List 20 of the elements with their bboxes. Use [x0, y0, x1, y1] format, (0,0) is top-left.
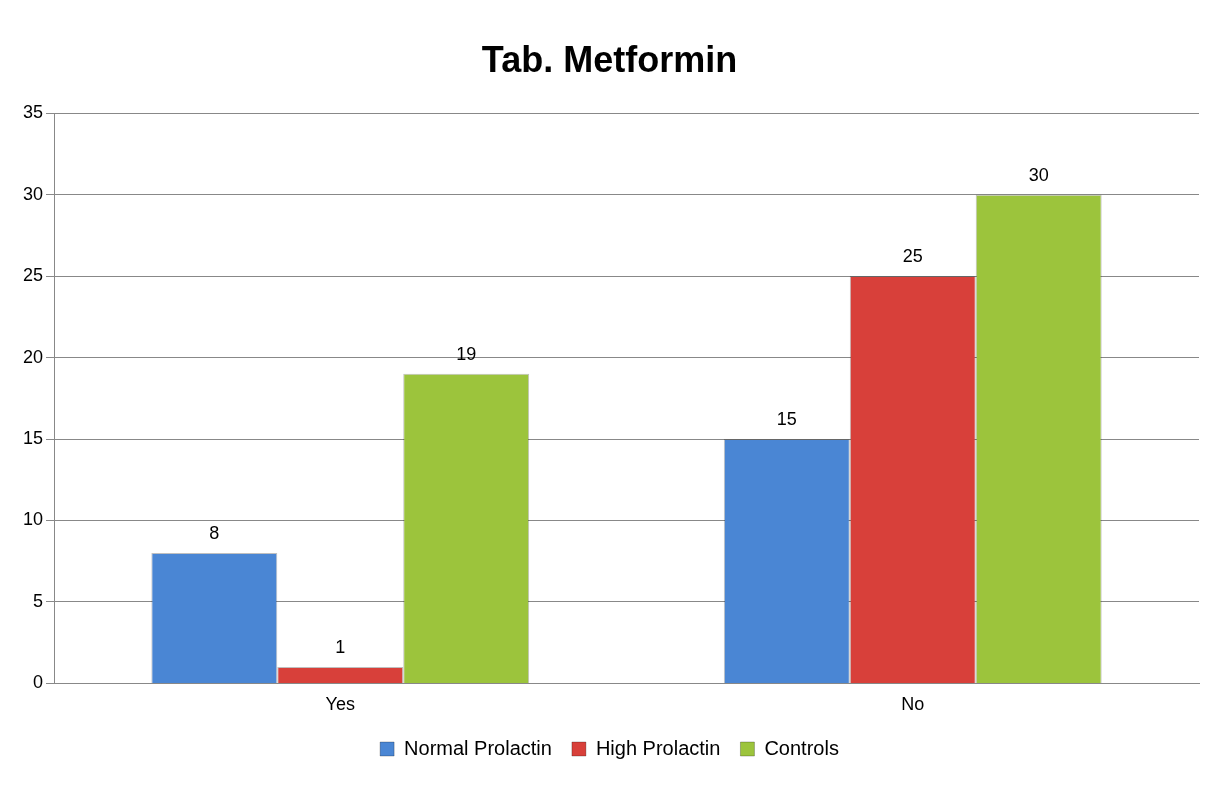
y-tick-label: 0 [33, 672, 44, 693]
y-tick-label: 10 [22, 509, 44, 530]
x-tick-label: Yes [325, 694, 355, 715]
data-label: 1 [335, 637, 346, 658]
y-tick-label: 35 [22, 102, 44, 123]
data-label: 8 [209, 523, 220, 544]
x-tick-label: No [901, 694, 925, 715]
data-label: 15 [776, 409, 797, 429]
legend-label: Controls [764, 736, 839, 759]
y-tick-label: 15 [22, 428, 44, 448]
y-tick-label: 30 [22, 183, 44, 204]
data-label: 19 [456, 343, 477, 364]
y-tick-label: 5 [33, 590, 44, 611]
chart-title: Tab. Metformin [481, 38, 738, 80]
legend-label: High Prolactin [595, 736, 721, 759]
y-tick-label: 20 [22, 346, 44, 367]
data-label: 25 [902, 246, 923, 267]
y-tick-label: 25 [22, 265, 44, 286]
data-label: 30 [1028, 164, 1049, 185]
legend-label: Normal Prolactin [404, 736, 552, 759]
